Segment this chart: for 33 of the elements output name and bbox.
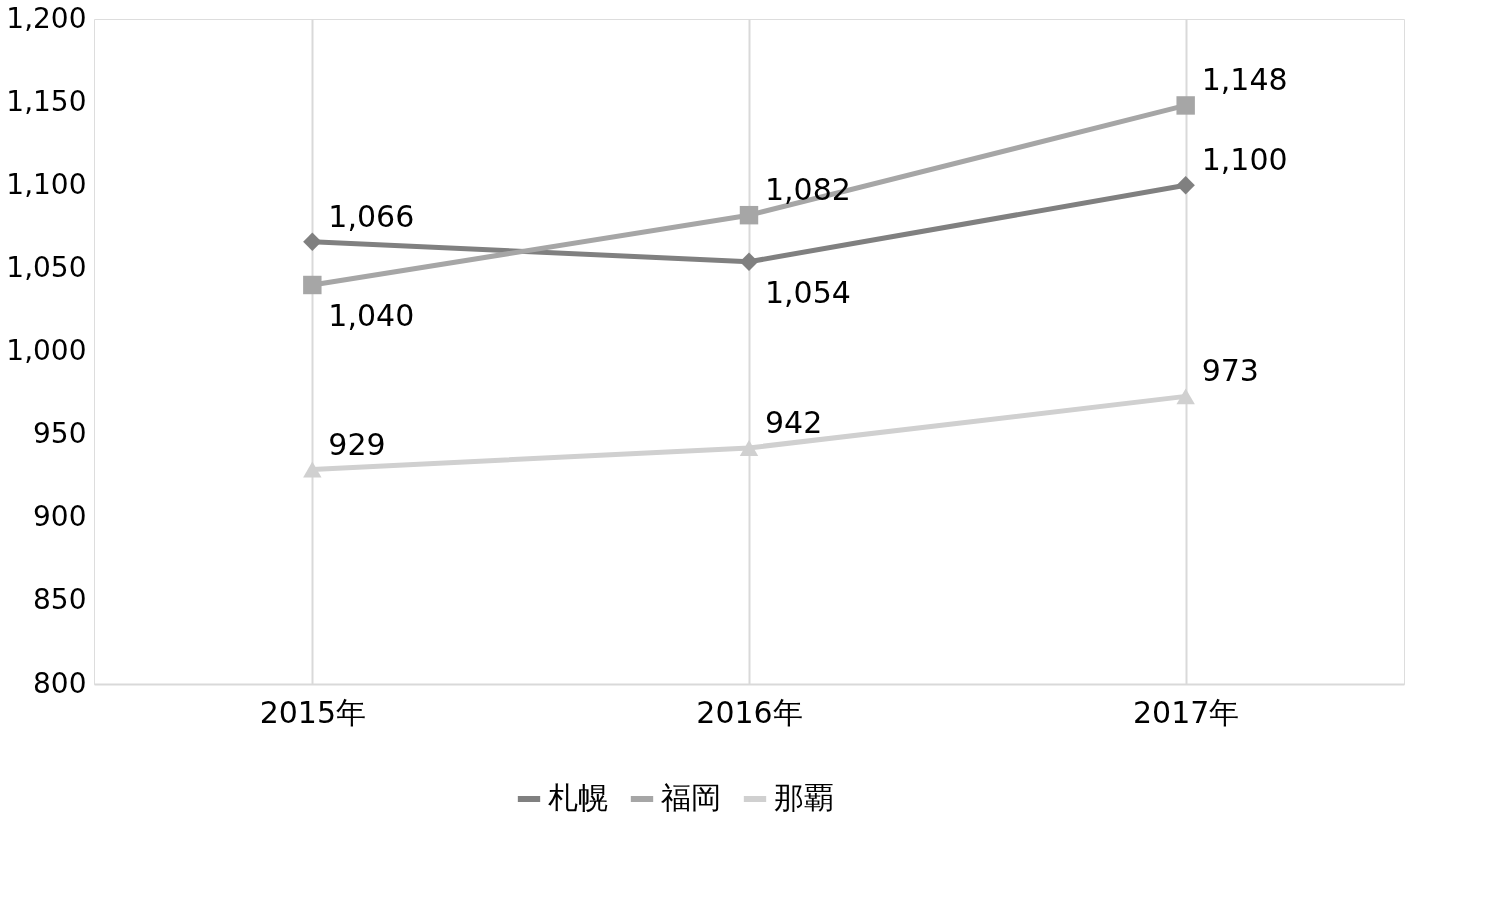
data-label: 1,082 xyxy=(765,172,851,208)
point xyxy=(303,461,322,478)
y-tick-label: 1,050 xyxy=(6,250,87,284)
x-tick-label: 2017年 xyxy=(1132,694,1240,730)
data-label: 929 xyxy=(328,426,386,462)
y-tick-label: 950 xyxy=(33,417,87,451)
data-label: 1,040 xyxy=(328,298,415,333)
x-tick-label: 2015年 xyxy=(259,694,367,730)
data-label: 1,100 xyxy=(1201,142,1288,178)
y-tick-label: 900 xyxy=(33,500,87,534)
y-tick-label: 1,000 xyxy=(6,334,87,367)
data-label: 1,148 xyxy=(1201,62,1288,98)
data-label: 973 xyxy=(1201,353,1259,389)
point xyxy=(1176,176,1195,195)
point xyxy=(739,439,759,456)
y-tick-label: 1,100 xyxy=(6,167,87,201)
y-tick-label: 1,200 xyxy=(6,1,87,35)
point xyxy=(303,232,322,251)
data-label: 1,066 xyxy=(328,198,415,234)
legend-label: 那覇 xyxy=(774,780,834,815)
point xyxy=(739,205,759,225)
y-tick-label: 850 xyxy=(33,583,87,617)
legend-label: 札幌 xyxy=(548,780,608,815)
point xyxy=(1176,388,1195,405)
legend-label: 福岡 xyxy=(661,780,721,815)
point xyxy=(303,275,322,295)
y-tick-label: 1,150 xyxy=(6,84,87,118)
x-tick-label: 2016年 xyxy=(696,694,803,730)
data-label: 942 xyxy=(765,404,823,440)
data-label: 1,054 xyxy=(765,274,851,310)
point xyxy=(1176,96,1195,115)
point xyxy=(739,252,759,271)
y-tick-label: 800 xyxy=(33,666,87,700)
